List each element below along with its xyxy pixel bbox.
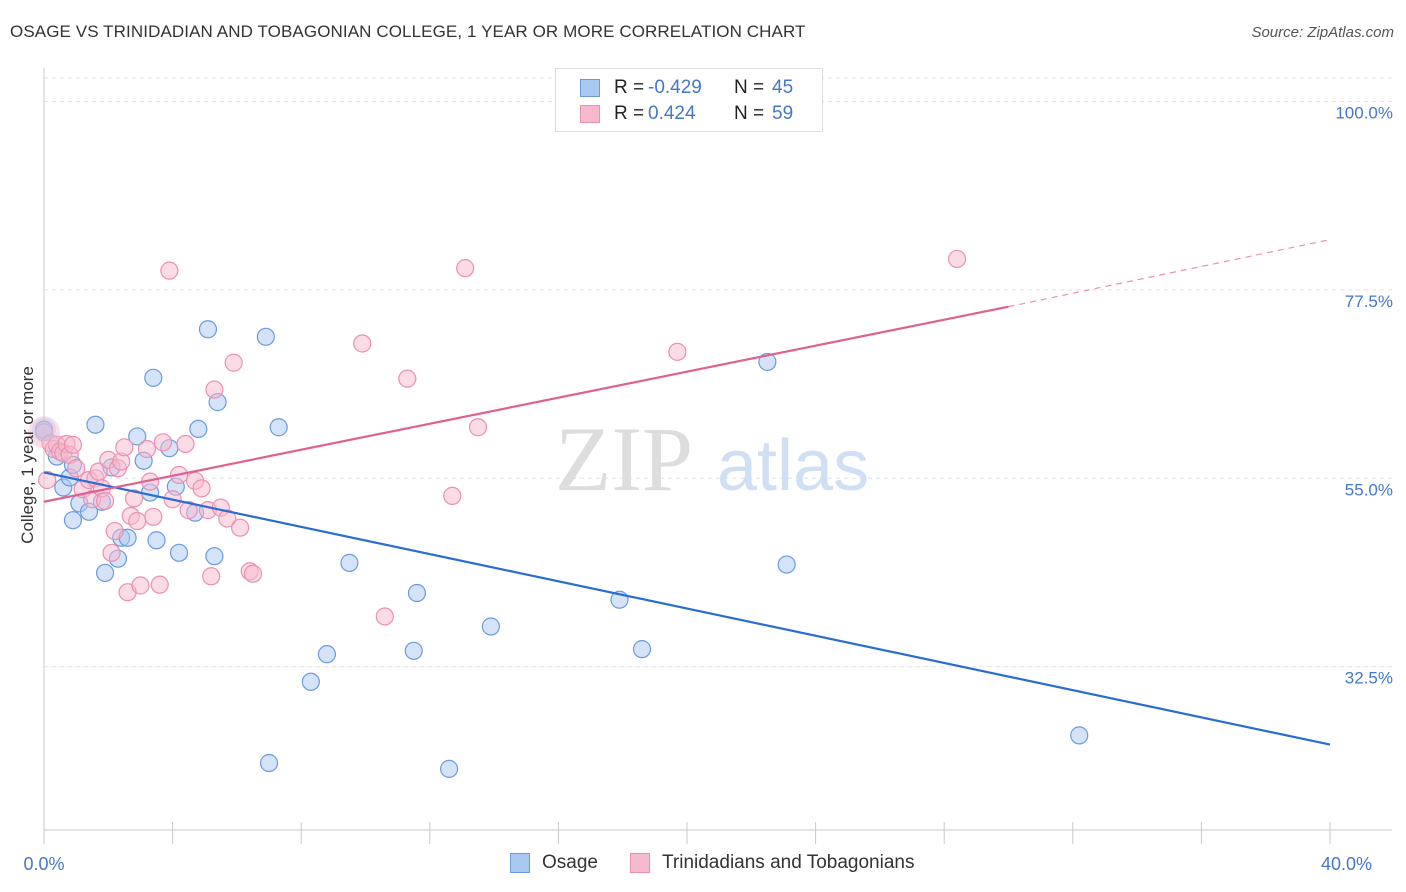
data-point <box>115 438 134 457</box>
legend-swatch-trinidadian <box>580 105 600 123</box>
data-point <box>443 486 462 505</box>
data-point <box>67 459 86 478</box>
data-point <box>224 353 243 372</box>
data-point <box>147 531 166 550</box>
data-point <box>124 489 144 508</box>
watermark: ZIP atlas <box>555 408 869 510</box>
data-point <box>301 672 320 691</box>
legend-row-osage: R = -0.429 N = 45 <box>556 75 822 101</box>
data-point <box>407 583 427 603</box>
data-point <box>317 645 337 664</box>
data-point <box>269 418 288 437</box>
data-point <box>198 320 218 339</box>
legend-row-trinidadian: R = 0.424 N = 59 <box>556 101 822 127</box>
data-point <box>205 547 224 566</box>
legend-r-value: -0.429 <box>648 77 702 98</box>
data-point <box>28 416 60 449</box>
data-point <box>777 555 796 574</box>
legend-label-osage: Osage <box>542 852 598 873</box>
trend-line <box>43 305 1009 503</box>
data-point <box>144 507 163 526</box>
data-point <box>169 543 189 562</box>
data-point <box>137 439 156 459</box>
legend-r-value: 0.424 <box>648 103 696 124</box>
data-point <box>63 435 83 454</box>
trend-line <box>43 471 1331 746</box>
data-point <box>231 518 250 537</box>
data-points <box>28 249 1089 778</box>
y-tick-label: 100.0% <box>1335 103 1393 122</box>
series-legend: Osage Trinidadians and Tobagonians <box>0 852 1406 878</box>
data-point <box>179 501 198 520</box>
data-point <box>131 576 150 595</box>
data-point <box>439 759 459 778</box>
data-point <box>1070 726 1089 745</box>
legend-n-label: N = <box>734 77 765 98</box>
data-point <box>105 521 124 541</box>
data-point <box>144 368 163 387</box>
chart-title: OSAGE VS TRINIDADIAN AND TOBAGONIAN COLL… <box>10 22 806 41</box>
y-tick-label: 55.0% <box>1345 480 1393 499</box>
data-point <box>456 259 475 278</box>
data-point <box>947 249 967 269</box>
y-axis-label: College, 1 year or more <box>18 366 37 544</box>
data-point <box>128 427 147 446</box>
data-point <box>192 479 211 498</box>
correlation-legend: R = -0.429 N = 45 R = 0.424 N = 59 <box>555 68 823 132</box>
x-tick-label-max: 40.0% <box>1321 854 1372 874</box>
data-point <box>340 553 359 572</box>
data-point <box>153 433 173 452</box>
data-point <box>160 261 179 280</box>
data-point <box>95 491 115 511</box>
y-tick-label: 32.5% <box>1345 669 1393 688</box>
watermark-zip: ZIP <box>555 408 693 510</box>
axes <box>43 68 1392 844</box>
legend-label-trinidadian: Trinidadians and Tobagonians <box>662 852 915 873</box>
watermark-atlas: atlas <box>717 426 869 506</box>
data-point <box>375 607 394 626</box>
data-point <box>63 511 83 530</box>
data-point <box>86 415 105 434</box>
trend-line-projection <box>1008 239 1331 308</box>
data-point <box>102 543 121 562</box>
data-point <box>398 369 417 388</box>
legend-n-label: N = <box>734 103 765 124</box>
legend-n-value: 59 <box>772 103 794 124</box>
legend-swatch-osage <box>580 79 600 97</box>
data-point <box>353 334 372 353</box>
source-label: Source: ZipAtlas.com <box>1251 24 1394 41</box>
y-tick-label: 77.5% <box>1345 292 1393 311</box>
data-point <box>404 641 423 660</box>
data-point <box>481 617 500 636</box>
data-point <box>38 470 57 490</box>
data-point <box>668 342 687 361</box>
legend-r-label: R = <box>614 77 645 98</box>
data-point <box>243 564 263 583</box>
data-point <box>632 640 652 659</box>
data-point <box>150 575 169 594</box>
data-point <box>189 419 208 439</box>
data-point <box>218 509 237 528</box>
data-point <box>758 352 777 372</box>
legend-swatch-trinidadian <box>630 853 650 873</box>
series-osage <box>34 320 1089 778</box>
data-point <box>176 434 195 454</box>
tick-labels: 100.0% 77.5% 55.0% 32.5% 0.0% 40.0% <box>23 103 1393 874</box>
legend-r-label: R = <box>614 103 645 124</box>
data-point <box>32 417 56 442</box>
legend-swatch-osage <box>510 853 530 873</box>
data-point <box>128 511 147 531</box>
data-point <box>468 418 488 437</box>
data-point <box>205 380 224 399</box>
trend-lines <box>43 239 1331 746</box>
data-point <box>256 327 275 346</box>
x-tick-label-min: 0.0% <box>23 854 64 874</box>
legend-n-value: 45 <box>772 77 794 98</box>
data-point <box>95 563 115 583</box>
data-point <box>259 753 279 773</box>
data-point <box>202 567 221 586</box>
